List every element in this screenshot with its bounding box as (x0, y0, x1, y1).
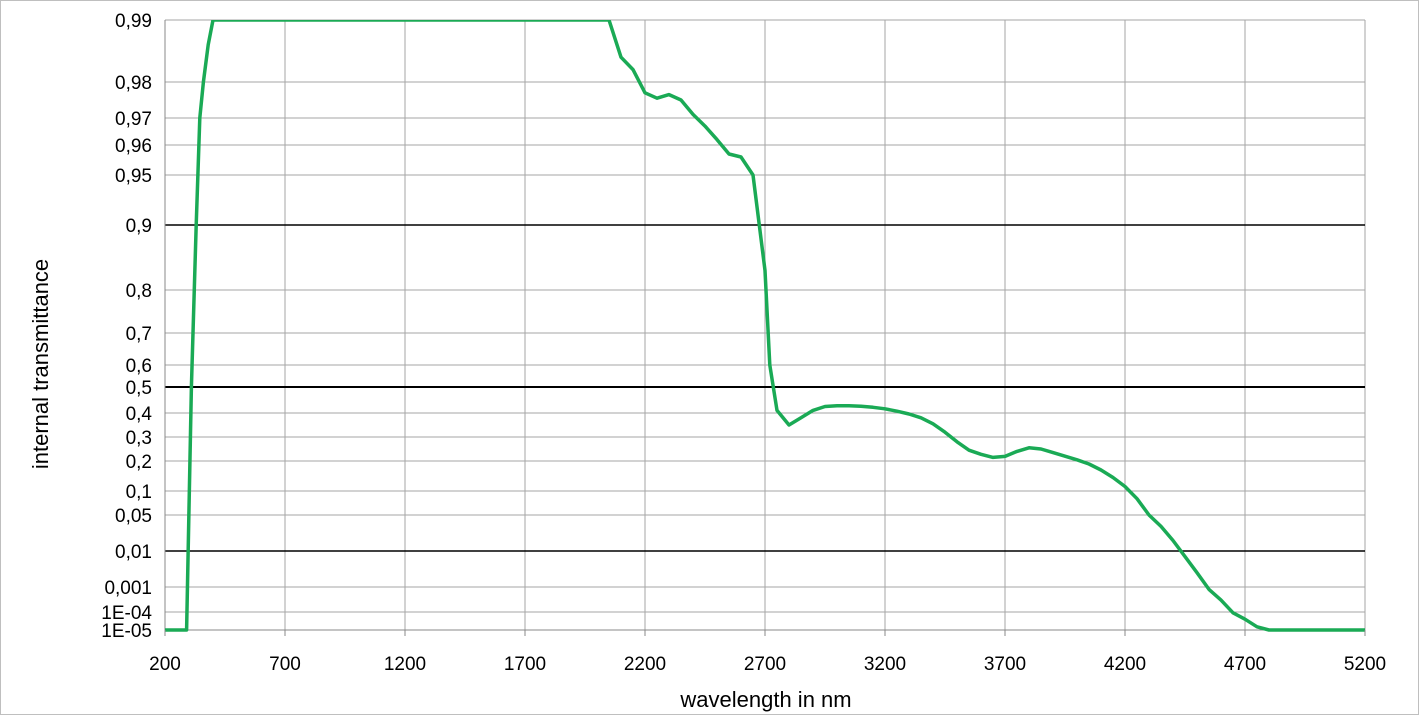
y-tick-label: 0,8 (126, 281, 152, 302)
x-tick-label: 4200 (1104, 654, 1146, 675)
y-tick-label: 0,98 (115, 73, 152, 94)
y-tick-label: 1E-05 (101, 621, 152, 642)
y-tick-label: 0,001 (104, 578, 152, 599)
y-tick-label: 0,5 (126, 378, 152, 399)
x-axis-ticks: 200 700 1200 1700 2200 2700 3200 3700 4200 4700 52… (149, 630, 1386, 675)
x-tick-label: 5200 (1344, 654, 1386, 675)
y-tick-label: 0,95 (115, 166, 152, 187)
y-tick-label: 0,96 (115, 136, 152, 157)
x-tick-label: 3200 (864, 654, 906, 675)
y-tick-label: 1E-04 (101, 603, 152, 624)
y-tick-label: 0,01 (115, 542, 152, 563)
x-tick-label: 2700 (744, 654, 786, 675)
x-tick-label: 1700 (504, 654, 546, 675)
y-tick-label: 0,4 (126, 404, 153, 425)
y-tick-label: 0,97 (115, 109, 152, 130)
x-tick-label: 700 (269, 654, 301, 675)
series-layer (165, 20, 1365, 632)
x-tick-label: 3700 (984, 654, 1026, 675)
x-axis-title: wavelength in nm (679, 687, 851, 712)
y-tick-label: 0,9 (126, 216, 152, 237)
y-axis-ticks: 0,99 0,98 0,97 0,96 0,95 0,9 0,8 0,7 0,60,5 0,4 0,… (101, 11, 152, 642)
x-tick-label: 4700 (1224, 654, 1266, 675)
y-tick-label: 0,7 (126, 324, 152, 345)
y-tick-label: 0,1 (126, 482, 152, 503)
x-tick-label: 2200 (624, 654, 666, 675)
y-tick-label: 0,3 (126, 428, 152, 449)
y-tick-label: 0,2 (126, 452, 152, 473)
x-tick-label: 200 (149, 654, 181, 675)
y-tick-label: 0,05 (115, 506, 152, 527)
y-tick-label: 0,99 (115, 11, 152, 32)
x-tick-label: 1200 (384, 654, 426, 675)
series-line-0 (165, 20, 1365, 632)
y-tick-label: 0,6 (126, 356, 152, 377)
y-axis-title: internal transmittance (28, 259, 53, 469)
